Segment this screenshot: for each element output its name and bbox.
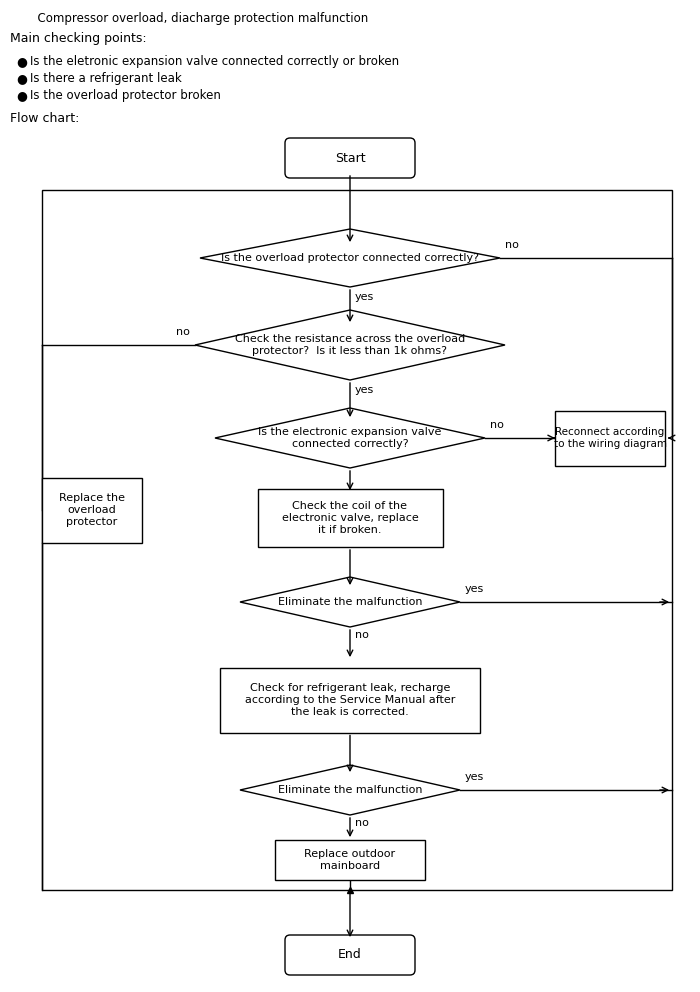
Text: Compressor overload, diacharge protection malfunction: Compressor overload, diacharge protectio…	[30, 12, 368, 25]
Text: Is the overload protector broken: Is the overload protector broken	[30, 89, 221, 102]
Text: yes: yes	[355, 385, 374, 395]
Polygon shape	[200, 229, 500, 287]
Text: Is the electronic expansion valve
connected correctly?: Is the electronic expansion valve connec…	[258, 428, 442, 448]
Text: no: no	[355, 818, 369, 828]
Text: no: no	[505, 240, 519, 250]
Text: no: no	[490, 420, 504, 430]
Text: Main checking points:: Main checking points:	[10, 32, 146, 45]
Text: Replace outdoor
mainboard: Replace outdoor mainboard	[304, 849, 395, 871]
Text: Check the resistance across the overload
protector?  Is it less than 1k ohms?: Check the resistance across the overload…	[235, 334, 465, 356]
Text: Check the coil of the
electronic valve, replace
it if broken.: Check the coil of the electronic valve, …	[281, 501, 419, 535]
Text: no: no	[355, 630, 369, 640]
Text: Flow chart:: Flow chart:	[10, 112, 79, 125]
Text: Eliminate the malfunction: Eliminate the malfunction	[278, 597, 422, 607]
Polygon shape	[195, 310, 505, 380]
Text: Check for refrigerant leak, recharge
according to the Service Manual after
the l: Check for refrigerant leak, recharge acc…	[245, 683, 455, 716]
Text: Start: Start	[335, 152, 365, 165]
Text: Is the eletronic expansion valve connected correctly or broken: Is the eletronic expansion valve connect…	[30, 55, 399, 68]
Text: yes: yes	[465, 772, 484, 782]
Text: yes: yes	[465, 584, 484, 594]
Text: Is there a refrigerant leak: Is there a refrigerant leak	[30, 72, 182, 85]
Bar	[258, 489, 442, 547]
Text: no: no	[176, 327, 190, 337]
Polygon shape	[240, 765, 460, 815]
Text: ●: ●	[16, 72, 27, 85]
Bar	[275, 840, 425, 880]
Text: Is the overload protector connected correctly?: Is the overload protector connected corr…	[221, 253, 479, 263]
FancyBboxPatch shape	[285, 138, 415, 178]
Text: ●: ●	[16, 89, 27, 102]
Text: ●: ●	[16, 55, 27, 68]
Bar	[42, 190, 672, 890]
Text: Eliminate the malfunction: Eliminate the malfunction	[278, 785, 422, 795]
Bar	[42, 477, 142, 543]
Polygon shape	[215, 408, 485, 468]
Text: Replace the
overload
protector: Replace the overload protector	[59, 493, 125, 527]
FancyBboxPatch shape	[285, 935, 415, 975]
Text: End: End	[338, 948, 362, 961]
Bar	[555, 411, 665, 465]
Bar	[220, 668, 480, 732]
Text: Reconnect according
to the wiring diagram: Reconnect according to the wiring diagra…	[554, 428, 666, 448]
Polygon shape	[240, 577, 460, 627]
Text: yes: yes	[355, 292, 374, 302]
